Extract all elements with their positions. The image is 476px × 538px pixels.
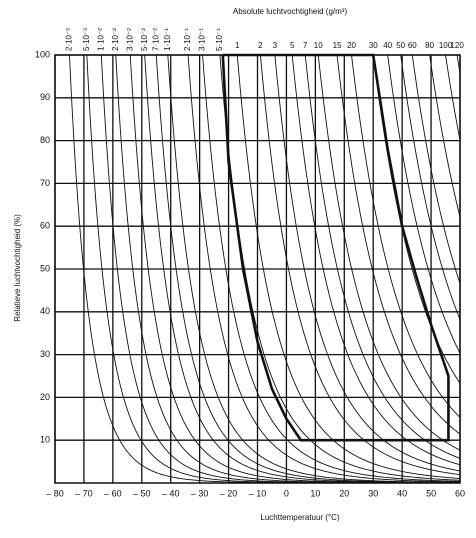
y-tick-label: 30 <box>40 349 50 359</box>
curve-label: 50 <box>396 41 405 50</box>
curve-label: 1 <box>235 41 240 50</box>
curve-label: 7·10⁻² <box>151 28 160 51</box>
y-tick-label: 40 <box>40 306 50 316</box>
x-tick-label: 20 <box>339 488 349 498</box>
curve-label: 5 <box>290 41 295 50</box>
curve-label: 40 <box>383 41 392 50</box>
humidity-curve <box>336 55 460 435</box>
curve-label: 1·10⁻¹ <box>163 28 172 51</box>
y-axis-label: Relatieve luchtvochtigheid (%) <box>13 214 22 322</box>
humidity-curve <box>400 55 460 320</box>
curve-label: 2·10⁻² <box>111 28 120 51</box>
humidity-curve <box>387 55 460 354</box>
curve-label: 2·10⁻¹ <box>183 28 192 51</box>
humidity-curve <box>351 55 460 418</box>
y-tick-label: 100 <box>35 49 50 59</box>
y-tick-label: 10 <box>40 435 50 445</box>
chart-title: Absolute luchtvochtigheid (g/m³) <box>233 7 348 16</box>
x-tick-label: 50 <box>426 488 436 498</box>
x-tick-label: 60 <box>455 488 465 498</box>
x-tick-label: 30 <box>368 488 378 498</box>
curve-label: 5·10⁻¹ <box>215 28 224 51</box>
y-tick-label: 50 <box>40 263 50 273</box>
curve-label: 3 <box>273 41 278 50</box>
x-tick-label: – 60 <box>104 488 122 498</box>
humidity-curve <box>202 55 460 482</box>
x-axis-label: Luchttemperatuur (°C) <box>260 513 340 522</box>
curve-label: 5·10⁻³ <box>82 28 91 51</box>
x-tick-label: – 50 <box>133 488 151 498</box>
humidity-curve <box>456 55 460 74</box>
y-tick-label: 90 <box>40 92 50 102</box>
curve-label: 3·10⁻¹ <box>198 28 207 51</box>
curve-label: 5·10⁻² <box>140 28 149 51</box>
humidity-curve <box>187 55 460 483</box>
humidity-curve <box>411 55 460 284</box>
humidity-curve <box>372 55 460 384</box>
curve-label: 1·10⁻² <box>96 28 105 51</box>
curve-label: 15 <box>333 41 342 50</box>
humidity-curve <box>291 55 460 466</box>
curve-label: 60 <box>408 41 417 50</box>
comfort-boundary <box>221 53 450 442</box>
x-tick-label: 0 <box>284 488 289 498</box>
curve-label: 100 <box>439 41 453 50</box>
humidity-curve <box>219 55 460 481</box>
humidity-curve <box>317 55 460 451</box>
x-tick-label: 40 <box>397 488 407 498</box>
x-tick-label: – 10 <box>249 488 267 498</box>
x-tick-label: – 30 <box>191 488 209 498</box>
x-tick-label: – 80 <box>46 488 64 498</box>
x-tick-label: – 20 <box>220 488 238 498</box>
humidity-curve <box>274 55 460 472</box>
curve-label: 2·10⁻³ <box>65 28 74 51</box>
humidity-curve <box>304 55 460 459</box>
humidity-curve <box>236 55 460 479</box>
y-tick-label: 70 <box>40 178 50 188</box>
humidity-curve <box>167 55 460 483</box>
x-tick-label: 10 <box>310 488 320 498</box>
humidity-curve <box>259 55 460 476</box>
y-tick-label: 80 <box>40 135 50 145</box>
humidity-curve <box>429 55 460 217</box>
curve-label: 7 <box>303 41 308 50</box>
x-tick-label: – 70 <box>75 488 93 498</box>
curve-label: 10 <box>314 41 323 50</box>
x-tick-label: – 40 <box>162 488 180 498</box>
humidity-curve <box>445 55 460 141</box>
curve-label: 3·10⁻² <box>125 28 134 51</box>
curve-label: 2 <box>258 41 263 50</box>
curve-label: 80 <box>425 41 434 50</box>
curve-label: 20 <box>347 41 356 50</box>
y-tick-label: 60 <box>40 221 50 231</box>
curve-label: 120 <box>450 41 464 50</box>
curve-label: 30 <box>369 41 378 50</box>
y-tick-label: 20 <box>40 392 50 402</box>
